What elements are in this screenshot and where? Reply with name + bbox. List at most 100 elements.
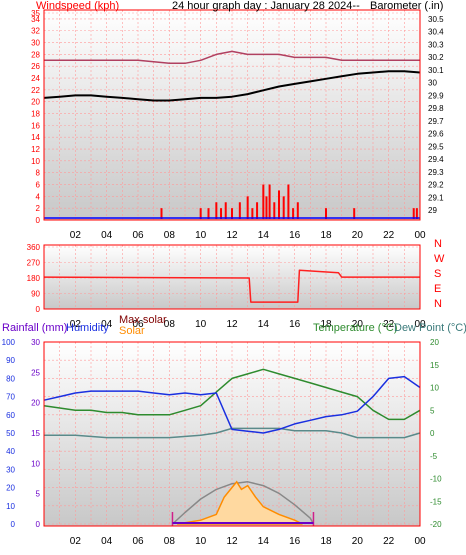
humidity-tick-label: 20 (6, 484, 15, 493)
compass-label: N (434, 298, 442, 310)
temp-tick-label: -15 (430, 497, 442, 506)
wind-gust-bar (256, 202, 259, 219)
rain-tick-label: 25 (31, 368, 40, 377)
wind-gust-bar (207, 208, 210, 219)
x-tick-label: 14 (258, 536, 270, 547)
humidity-tick-label: 30 (6, 465, 15, 474)
wind-gust-bar (265, 196, 268, 219)
x-tick-label: 20 (352, 230, 364, 241)
rain-tick-label: 0 (36, 520, 41, 529)
baro-tick-label: 30 (428, 79, 437, 88)
baro-tick-label: 30.3 (428, 40, 444, 49)
humidity-tick-label: 40 (6, 447, 15, 456)
compass-label: S (434, 268, 441, 280)
rainfall-title: Rainfall (mm) (2, 322, 67, 334)
dewpoint-title: Dew Point (°C) (394, 322, 466, 334)
baro-tick-label: 29.5 (428, 142, 444, 151)
wind-gust-bar (246, 196, 249, 219)
wind-tick-label: 28 (31, 50, 40, 59)
solar-area (177, 480, 303, 525)
baro-tick-label: 29.9 (428, 91, 444, 100)
wind-gust-bar (296, 202, 299, 219)
x-tick-label: 16 (289, 536, 301, 547)
wind-gust-bar (251, 208, 254, 219)
baro-tick-label: 30.2 (428, 53, 444, 62)
wind-gust-bar (262, 184, 265, 219)
humidity-tick-label: 100 (2, 338, 16, 347)
x-tick-label: 10 (195, 230, 207, 241)
dir-tick-label: 180 (27, 274, 41, 283)
x-tick-label: 08 (164, 536, 176, 547)
wind-gust-bar (292, 208, 295, 219)
wind-gust-bar (238, 202, 241, 219)
windspeed-line (44, 50, 420, 65)
temp-tick-label: 15 (430, 361, 439, 370)
wind-gust-bar (325, 208, 327, 219)
windspeed-title: Windspeed (kph) (36, 0, 119, 12)
x-tick-label: 00 (414, 230, 426, 241)
baro-tick-label: 29 (428, 206, 437, 215)
wind-gust-bar (278, 190, 280, 219)
x-tick-label: 06 (132, 230, 144, 241)
solar-title: Solar (119, 325, 145, 337)
wind-tick-label: 30 (31, 39, 40, 48)
x-tick-label: 02 (70, 319, 82, 330)
wind-gust-bar (287, 184, 290, 219)
temperature-title: Temperature (°C) (313, 322, 397, 334)
wind-gust-bar (224, 202, 227, 219)
temp-tick-label: 0 (430, 429, 435, 438)
wind-gust-bar (273, 202, 276, 219)
wind-gust-bar (415, 208, 418, 219)
x-tick-label: 06 (132, 536, 144, 547)
x-tick-label: 04 (101, 536, 113, 547)
x-tick-label: 22 (383, 319, 395, 330)
direction-panel-border (43, 244, 421, 310)
humidity-line (43, 375, 421, 434)
x-tick-label: 18 (320, 319, 332, 330)
wind-tick-label: 10 (31, 157, 40, 166)
x-tick-label: 12 (226, 319, 238, 330)
x-tick-label: 20 (352, 536, 364, 547)
wind-tick-label: 24 (31, 74, 40, 83)
x-tick-label: 16 (289, 319, 301, 330)
humidity-tick-label: 0 (11, 520, 16, 529)
x-tick-label: 12 (226, 230, 238, 241)
humidity-tick-label: 60 (6, 411, 15, 420)
humidity-tick-label: 10 (6, 502, 15, 511)
wind-tick-label: 22 (31, 86, 40, 95)
compass-label: W (434, 253, 445, 265)
temp-humidity-panel-border (43, 341, 421, 527)
rain-tick-label: 20 (31, 399, 40, 408)
wind-direction-line (43, 269, 420, 303)
baro-tick-label: 29.8 (428, 104, 444, 113)
temp-tick-label: 20 (430, 338, 439, 347)
compass-label: N (434, 238, 442, 250)
rain-tick-label: 15 (31, 429, 40, 438)
compass-label: E (434, 283, 441, 295)
dir-tick-label: 270 (27, 259, 41, 268)
temp-tick-label: -10 (430, 475, 442, 484)
x-tick-label: 22 (383, 536, 395, 547)
humidity-tick-label: 50 (6, 429, 15, 438)
x-tick-label: 08 (164, 319, 176, 330)
wind-tick-label: 12 (31, 145, 40, 154)
temp-tick-label: -20 (430, 520, 442, 529)
grid-lines (44, 10, 420, 526)
barometer-title: Barometer (.in) (370, 0, 443, 12)
dir-tick-label: 0 (36, 305, 41, 314)
wind-tick-label: 20 (31, 98, 40, 107)
x-tick-label: 14 (258, 319, 270, 330)
baro-tick-label: 29.1 (428, 193, 444, 202)
baro-tick-label: 29.2 (428, 181, 444, 190)
wind-tick-label: 26 (31, 62, 40, 71)
humidity-title: Humidity (66, 322, 109, 334)
wind-gust-bar (199, 208, 202, 219)
wind-gust-bar (282, 196, 285, 219)
wind-gust-bar (220, 208, 223, 219)
rain-tick-label: 5 (36, 490, 41, 499)
x-tick-label: 16 (289, 230, 301, 241)
x-tick-label: 00 (414, 319, 426, 330)
data-series (43, 50, 421, 526)
